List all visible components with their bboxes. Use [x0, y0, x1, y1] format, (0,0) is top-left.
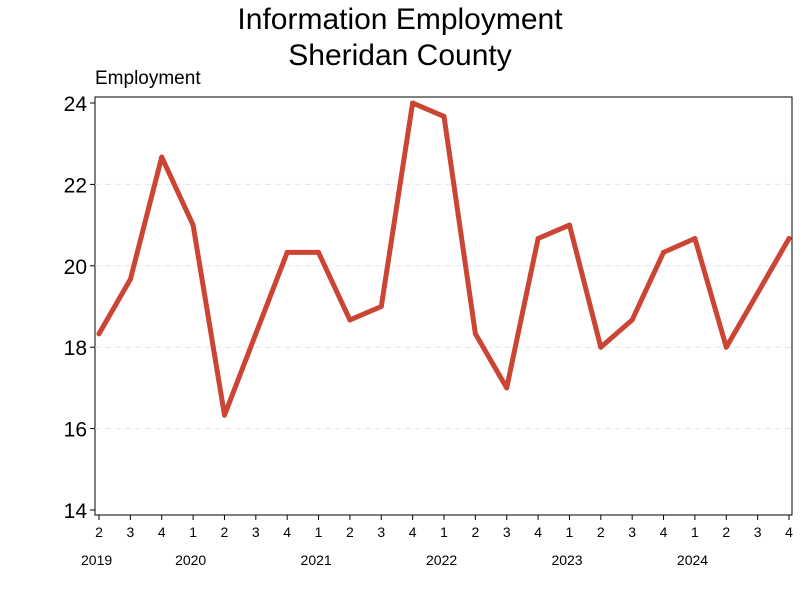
year-label: 2020 — [175, 552, 206, 568]
x-tick-label: 3 — [503, 524, 511, 540]
data-point — [566, 222, 572, 228]
x-tick-label: 3 — [252, 524, 260, 540]
x-tick-label: 1 — [691, 524, 699, 540]
chart-title-line-1: Information Employment — [237, 3, 563, 36]
data-point — [378, 304, 384, 309]
x-tick-label: 4 — [660, 524, 668, 540]
x-tick-label: 2 — [471, 524, 479, 540]
data-point — [598, 344, 604, 350]
x-tick-label: 4 — [409, 524, 417, 540]
year-label: 2022 — [426, 552, 457, 568]
data-point — [284, 249, 290, 255]
data-point — [221, 412, 227, 418]
data-point — [661, 249, 667, 255]
data-point — [755, 290, 761, 296]
x-tick-label: 4 — [785, 524, 793, 540]
data-point — [159, 154, 165, 160]
x-tick-label: 4 — [283, 524, 291, 540]
data-point — [504, 385, 510, 391]
data-point — [316, 249, 322, 255]
data-point — [253, 331, 259, 337]
data-point — [535, 236, 541, 242]
data-point — [723, 344, 729, 350]
x-tick-label: 2 — [346, 524, 354, 540]
data-point — [96, 331, 102, 337]
y-tick-label: 16 — [64, 419, 87, 442]
data-point — [629, 317, 635, 323]
year-label: 2023 — [551, 552, 582, 568]
data-point — [472, 331, 478, 337]
data-point — [127, 276, 133, 282]
x-tick-label: 4 — [534, 524, 542, 540]
chart-title-line-2: Sheridan County — [288, 39, 512, 72]
data-point — [692, 236, 698, 242]
x-tick-label: 1 — [315, 524, 323, 540]
x-tick-label: 1 — [440, 524, 448, 540]
year-label: 2019 — [81, 552, 112, 568]
data-point — [786, 236, 792, 242]
x-tick-label: 1 — [566, 524, 574, 540]
chart-title: Information Employment Sheridan County — [0, 2, 800, 74]
data-point — [347, 317, 353, 323]
year-label: 2024 — [677, 552, 708, 568]
y-tick-label: 24 — [64, 93, 88, 116]
y-tick-label: 22 — [64, 174, 87, 197]
plot-frame — [94, 96, 793, 516]
series-line — [96, 100, 792, 418]
y-tick-label: 14 — [64, 500, 88, 523]
x-tick-label: 2 — [597, 524, 605, 540]
x-tick-label: 3 — [126, 524, 134, 540]
data-point — [190, 222, 196, 228]
data-point — [441, 113, 447, 119]
y-tick-label: 18 — [64, 337, 87, 360]
x-tick-label: 2 — [722, 524, 730, 540]
x-tick-label: 2 — [95, 524, 103, 540]
year-label: 2021 — [301, 552, 332, 568]
x-tick-label: 2 — [221, 524, 229, 540]
x-tick-label: 3 — [377, 524, 385, 540]
x-tick-label: 4 — [158, 524, 166, 540]
x-tick-label: 3 — [628, 524, 636, 540]
x-tick-label: 1 — [189, 524, 197, 540]
data-point — [410, 100, 416, 106]
y-axis-label: Employment — [95, 68, 201, 89]
x-tick-label: 3 — [754, 524, 762, 540]
y-tick-label: 20 — [64, 256, 87, 279]
